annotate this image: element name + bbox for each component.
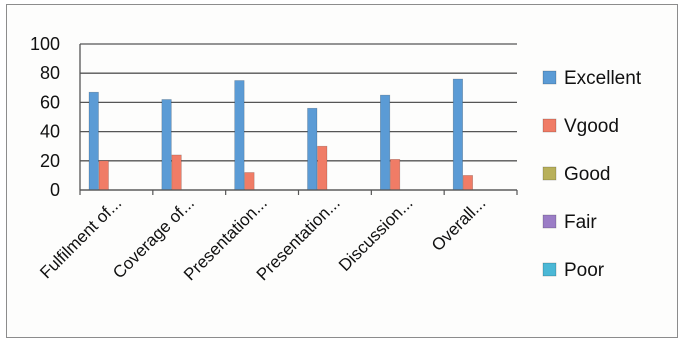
bar-vgood-2	[244, 172, 255, 191]
y-tick-label: 40	[40, 122, 60, 142]
y-tick-label: 100	[30, 34, 60, 54]
legend-label-poor: Poor	[564, 260, 605, 281]
y-tick-label: 0	[50, 180, 60, 200]
legend-swatch-good	[542, 166, 557, 181]
bar-excellent-1	[161, 99, 172, 191]
bar-excellent-2	[234, 80, 245, 191]
legend-label-good: Good	[564, 164, 610, 185]
x-category-label: Overall...	[428, 193, 490, 255]
y-tick-label: 20	[40, 151, 60, 171]
bar-vgood-5	[462, 175, 473, 191]
y-tick-label: 60	[40, 92, 60, 112]
x-category-label: Discussion...	[335, 193, 417, 275]
legend-swatch-vgood	[542, 118, 557, 133]
bar-vgood-1	[171, 154, 182, 191]
legend-swatch-fair	[542, 214, 557, 229]
bar-vgood-4	[390, 159, 401, 191]
legend-swatch-excellent	[542, 70, 557, 85]
y-tick-label: 80	[40, 63, 60, 83]
legend-label-excellent: Excellent	[564, 68, 642, 89]
bar-excellent-4	[380, 94, 391, 191]
legend-label-fair: Fair	[564, 212, 597, 233]
legend-swatch-poor	[542, 262, 557, 277]
chart-frame	[6, 4, 678, 338]
bar-excellent-0	[88, 91, 99, 191]
bar-vgood-3	[317, 145, 328, 191]
bar-vgood-0	[98, 160, 109, 191]
legend-label-vgood: Vgood	[564, 116, 619, 137]
bar-excellent-5	[452, 78, 463, 191]
bar-excellent-3	[307, 107, 318, 191]
